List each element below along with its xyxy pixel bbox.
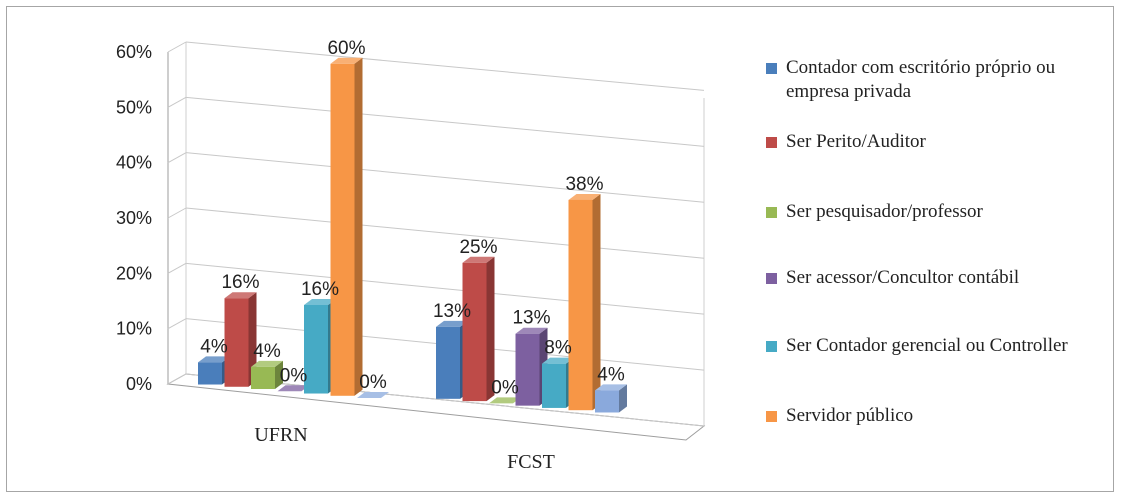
bar-ufrn-series-3 <box>277 385 310 392</box>
legend-swatch <box>766 207 777 218</box>
data-label: 16% <box>301 279 339 300</box>
bar-front <box>542 363 566 408</box>
bar-front <box>251 366 275 390</box>
gridline <box>167 152 187 164</box>
data-label: 16% <box>221 272 259 293</box>
bar-front <box>436 326 460 399</box>
y-tick-label: 30% <box>116 208 152 228</box>
legend-label: Ser pesquisador/professor <box>786 201 983 222</box>
legend-label: Ser acessor/Concultor contábil <box>786 267 1020 288</box>
bar-front <box>568 199 593 411</box>
legend-swatch <box>766 63 777 74</box>
bar-front <box>515 333 540 406</box>
gridline <box>185 41 705 91</box>
legend-label: Ser Contador gerencial ou Controller <box>786 335 1068 356</box>
bar-front <box>595 390 619 413</box>
legend-swatch <box>766 273 777 284</box>
bar-fcst-series-2 <box>489 397 521 404</box>
gridline <box>185 207 705 259</box>
bar-ufrn-series-1 <box>224 292 257 387</box>
bar-top <box>568 193 601 200</box>
gridline <box>167 262 187 274</box>
bar-side <box>619 384 627 413</box>
bar-top <box>542 357 574 364</box>
bar-ufrn-series-2 <box>251 360 283 390</box>
data-label: 13% <box>512 308 550 329</box>
bar-fcst-series-4 <box>542 357 574 408</box>
bar-side <box>275 360 283 390</box>
data-label: 38% <box>565 174 603 195</box>
bar-front <box>462 262 487 402</box>
bar-front <box>330 63 355 396</box>
bar-side <box>592 193 601 411</box>
bar-top <box>462 256 495 263</box>
legend-swatch <box>766 341 777 352</box>
bar-top <box>436 320 468 327</box>
data-label: 60% <box>327 38 365 59</box>
bar-fcst-series-1 <box>462 256 495 402</box>
bar-ufrn-series-5 <box>330 57 363 396</box>
bar-top <box>489 397 521 404</box>
data-label: 13% <box>433 301 471 322</box>
bar-top <box>198 356 230 363</box>
gridline <box>185 152 705 203</box>
bar-side <box>354 57 363 396</box>
data-label: 8% <box>544 338 572 359</box>
bar-fcst-series-6 <box>595 384 627 413</box>
legend-label: Servidor público <box>786 405 914 426</box>
category-label-ufrn: UFRN <box>254 424 307 446</box>
bar-top <box>595 384 627 391</box>
bar-side <box>486 256 495 402</box>
bar-top <box>357 392 389 399</box>
gridline <box>185 262 705 315</box>
bar-fcst-series-5 <box>568 193 601 411</box>
y-tick-label: 40% <box>116 153 152 173</box>
gridline <box>167 373 187 385</box>
chart-frame <box>6 6 1114 492</box>
legend-swatch <box>766 411 777 422</box>
y-tick-label: 10% <box>116 319 152 339</box>
legend-swatch <box>766 137 777 148</box>
y-tick-label: 50% <box>116 97 152 117</box>
gridline <box>167 96 187 108</box>
bar-top <box>251 360 283 367</box>
data-label: 4% <box>253 341 281 362</box>
bar-top <box>224 292 257 299</box>
data-label: 0% <box>359 372 387 393</box>
y-tick-label: 60% <box>116 42 152 62</box>
y-tick-label: 0% <box>126 374 152 394</box>
bar-side <box>248 292 257 387</box>
bar-front <box>224 298 249 387</box>
bar-top <box>277 385 310 392</box>
bar-ufrn-series-6 <box>357 392 389 399</box>
category-label-fcst: FCST <box>507 451 555 473</box>
gridline <box>185 96 705 147</box>
y-tick-label: 20% <box>116 263 152 283</box>
data-label: 0% <box>280 365 308 386</box>
bar-top <box>330 57 363 64</box>
bar-front <box>198 362 222 385</box>
legend-label: Ser Perito/Auditor <box>786 131 926 152</box>
data-label: 4% <box>597 364 625 385</box>
data-label: 0% <box>491 377 519 398</box>
data-label: 25% <box>459 237 497 258</box>
legend-label: Contador com escritório próprio ou empre… <box>786 57 1056 102</box>
bar-top <box>515 327 548 334</box>
gridline <box>167 41 187 53</box>
gridline <box>167 318 187 330</box>
data-label: 4% <box>200 336 228 357</box>
bar-front <box>304 304 328 394</box>
gridline <box>167 207 187 219</box>
chart-legend: Contador com escritório próprio ou empre… <box>766 56 1114 466</box>
bar-top <box>304 298 336 305</box>
